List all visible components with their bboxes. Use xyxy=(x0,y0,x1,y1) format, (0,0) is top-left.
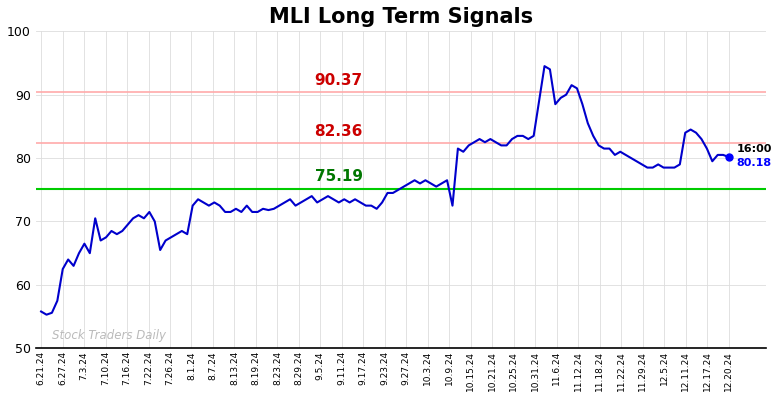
Text: 82.36: 82.36 xyxy=(314,124,363,139)
Text: 80.18: 80.18 xyxy=(737,158,771,168)
Text: 16:00: 16:00 xyxy=(737,144,772,154)
Title: MLI Long Term Signals: MLI Long Term Signals xyxy=(269,7,533,27)
Text: 90.37: 90.37 xyxy=(314,73,363,88)
Text: Stock Traders Daily: Stock Traders Daily xyxy=(52,329,166,342)
Text: 75.19: 75.19 xyxy=(315,169,363,184)
